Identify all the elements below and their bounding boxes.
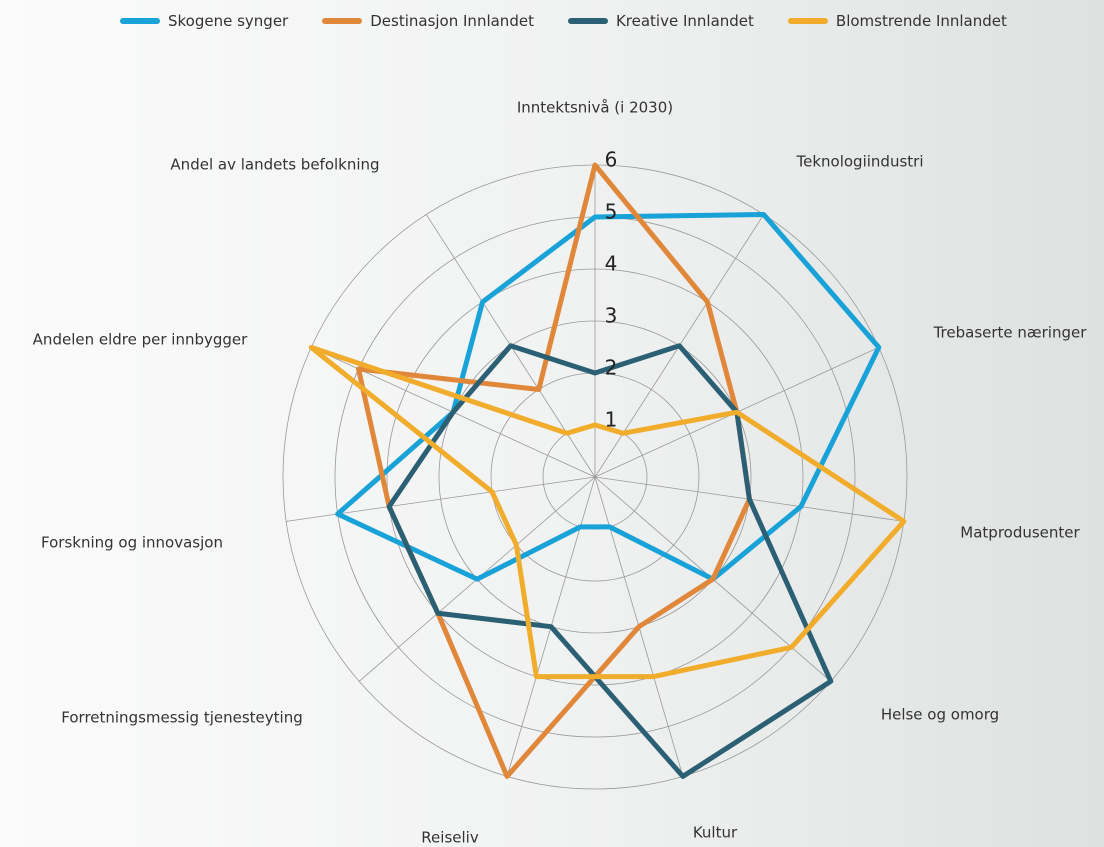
legend-swatch — [322, 18, 363, 24]
spoke — [286, 476, 596, 522]
legend: Skogene synger Destinasjon Innlandet Kreat… — [120, 12, 1007, 30]
tick-label: 6 — [605, 148, 618, 172]
legend-swatch — [120, 18, 160, 24]
category-label: Trebaserte næringer — [933, 324, 1088, 342]
legend-item: Destinasjon Innlandet — [322, 12, 534, 30]
category-label: Inntektsnivå (i 2030) — [517, 99, 673, 117]
legend-item: Blomstrende Innlandet — [787, 12, 1007, 30]
legend-label: Kreative Innlandet — [615, 12, 754, 30]
tick-label: 1 — [605, 408, 618, 432]
category-label: Helse og omorg — [881, 706, 999, 724]
category-label: Kultur — [693, 824, 738, 842]
series-line — [386, 343, 834, 779]
legend-swatch — [567, 18, 608, 24]
legend-label: Skogene synger — [168, 12, 289, 30]
category-label: Andelen eldre per innbygger — [33, 331, 248, 349]
category-label: Forskning og innovasjon — [41, 534, 223, 552]
legend-item: Kreative Innlandet — [567, 12, 754, 30]
tick-label: 5 — [605, 200, 618, 224]
legend-label: Destinasjon Innlandet — [370, 12, 534, 30]
legend-swatch — [787, 18, 828, 24]
category-label: Andel av landets befolkning — [170, 156, 379, 174]
category-label: Teknologiindustri — [796, 153, 924, 171]
category-label: Matprodusenter — [960, 524, 1080, 542]
legend-item: Skogene synger — [120, 12, 288, 30]
series-line — [355, 162, 752, 779]
category-label: Reiseliv — [421, 829, 479, 847]
series-line — [335, 212, 882, 582]
series-line — [308, 344, 907, 680]
tick-label: 3 — [605, 304, 618, 328]
tick-label: 4 — [605, 252, 618, 276]
category-label: Forretningsmessig tjenesteyting — [61, 709, 302, 727]
legend-label: Blomstrende Innlandet — [835, 12, 1007, 30]
tick-label: 2 — [605, 356, 618, 380]
